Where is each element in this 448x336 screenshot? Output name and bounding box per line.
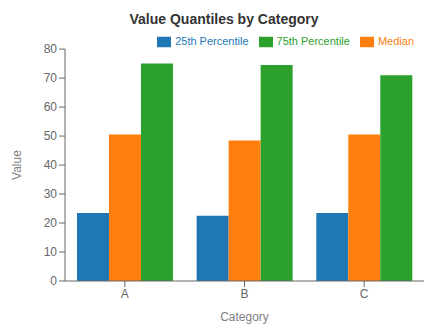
- svg-text:A: A: [121, 287, 129, 301]
- svg-text:40: 40: [44, 158, 58, 172]
- svg-text:0: 0: [50, 274, 57, 288]
- svg-text:80: 80: [44, 42, 58, 56]
- svg-text:C: C: [360, 287, 369, 301]
- svg-text:60: 60: [44, 100, 58, 114]
- svg-text:10: 10: [44, 245, 58, 259]
- svg-text:50: 50: [44, 129, 58, 143]
- svg-text:B: B: [240, 287, 248, 301]
- svg-text:20: 20: [44, 216, 58, 230]
- svg-text:70: 70: [44, 71, 58, 85]
- html-text:75th Percentile: 75th Percentile: [276, 35, 350, 47]
- html-text:Median: Median: [377, 35, 414, 47]
- svg-text:Value: Value: [10, 150, 24, 180]
- svg-text:30: 30: [44, 187, 58, 201]
- html-text:Value Quantiles by Category: Value Quantiles by Category: [129, 11, 319, 27]
- svg-text:Category: Category: [220, 310, 269, 324]
- html-text:25th Percentile: 25th Percentile: [175, 35, 249, 47]
